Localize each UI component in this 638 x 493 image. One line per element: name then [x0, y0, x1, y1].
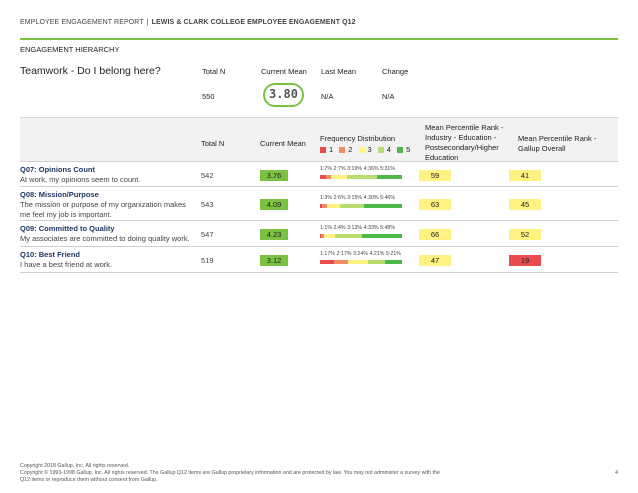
col-header-current-mean: Current Mean: [260, 139, 306, 148]
summary-current-mean-badge: 3.80: [263, 83, 304, 107]
summary-total-n: 550: [202, 92, 215, 101]
copyright-footer: Copyright 2018 Gallup, Inc. All rights r…: [20, 463, 440, 483]
summary-panel: Teamwork - Do I belong here? Total N Cur…: [20, 59, 618, 115]
item-description: I have a best friend at work.: [20, 260, 113, 269]
frequency-legend: 1 2 3 4 5: [320, 145, 410, 154]
frequency-labels: 1:3% 2:6% 3:15% 4:30% 5:46%: [320, 195, 396, 201]
summary-last-mean: N/A: [321, 92, 334, 101]
frequency-bar: [320, 175, 402, 179]
legend-swatch-1: [320, 146, 326, 153]
frequency-segment-2: [333, 260, 348, 264]
legend-swatch-2: [339, 146, 346, 153]
col-header-percentile-overall: Mean Percentile Rank - Gallup Overall: [518, 134, 597, 153]
frequency-bar: [320, 260, 402, 264]
frequency-segment-4: [334, 234, 363, 238]
frequency-segment-3: [347, 260, 368, 264]
items-table: Total N Current Mean Frequency Distribut…: [20, 117, 618, 273]
legend-swatch-4: [377, 146, 384, 153]
item-current-mean: 4.23: [260, 229, 288, 240]
frequency-distribution: 1:7% 2:7% 3:19% 4:36% 5:31%: [320, 166, 402, 179]
frequency-labels: 1:1% 2:4% 3:13% 4:33% 5:48%: [320, 225, 396, 231]
item-current-mean: 4.09: [260, 199, 288, 210]
frequency-distribution: 1:3% 2:6% 3:15% 4:30% 5:46%: [320, 195, 402, 208]
table-body: Q07: Opinions Count At work, my opinions …: [20, 161, 618, 273]
item-percentile-industry: 47: [419, 255, 451, 266]
frequency-distribution: 1:17% 2:17% 3:24% 4:21% 5:21%: [320, 251, 402, 264]
item-title: Q08: Mission/Purpose: [20, 190, 99, 199]
legend-label-3: 3: [367, 145, 372, 154]
report-title: LEWIS & CLARK COLLEGE EMPLOYEE ENGAGEMEN…: [151, 19, 356, 26]
item-current-mean: 3.76: [260, 170, 288, 181]
report-name: EMPLOYEE ENGAGEMENT REPORT: [20, 19, 144, 26]
legend-label-1: 1: [329, 145, 334, 154]
frequency-segment-5: [364, 204, 402, 208]
frequency-segment-4: [339, 204, 365, 208]
frequency-segment-4: [367, 260, 385, 264]
item-total-n: 543: [201, 200, 214, 209]
summary-label-total-n: Total N: [202, 67, 226, 76]
table-header: Total N Current Mean Frequency Distribut…: [20, 117, 618, 162]
item-description: The mission or purpose of my organizatio…: [20, 200, 186, 219]
legend-label-4: 4: [386, 145, 391, 154]
copyright-line-2: Copyright © 1993-1998 Gallup, Inc. All r…: [20, 469, 440, 483]
item-percentile-overall: 52: [509, 229, 541, 240]
item-current-mean: 3.12: [260, 255, 288, 266]
frequency-labels: 1:17% 2:17% 3:24% 4:21% 5:21%: [320, 251, 401, 257]
item-total-n: 542: [201, 171, 214, 180]
item-title: Q09: Committed to Quality: [20, 224, 115, 233]
item-percentile-industry: 59: [419, 170, 451, 181]
report-header: EMPLOYEE ENGAGEMENT REPORT | LEWIS & CLARK…: [20, 19, 356, 26]
frequency-distribution: 1:1% 2:4% 3:13% 4:33% 5:48%: [320, 225, 402, 238]
item-description: My associates are committed to doing qua…: [20, 234, 190, 243]
page-number: 4: [615, 470, 618, 476]
col-header-total-n: Total N: [201, 139, 225, 148]
col-header-percentile-industry: Mean Percentile Rank - Industry - Educat…: [425, 123, 504, 162]
summary-change: N/A: [382, 92, 395, 101]
frequency-segment-2: [322, 204, 328, 208]
frequency-segment-5: [376, 175, 402, 179]
frequency-segment-3: [327, 204, 340, 208]
item-percentile-overall: 19: [509, 255, 541, 266]
item-percentile-industry: 66: [419, 229, 451, 240]
item-title: Q07: Opinions Count: [20, 165, 95, 174]
legend-swatch-5: [397, 146, 404, 153]
frequency-segment-4: [347, 175, 377, 179]
item-percentile-overall: 41: [509, 170, 541, 181]
frequency-labels: 1:7% 2:7% 3:19% 4:36% 5:31%: [320, 166, 396, 172]
frequency-segment-1: [320, 260, 334, 264]
frequency-segment-3: [331, 175, 348, 179]
frequency-bar: [320, 204, 402, 208]
section-title: ENGAGEMENT HIERARCHY: [20, 45, 120, 54]
legend-label-2: 2: [348, 145, 353, 154]
item-percentile-industry: 63: [419, 199, 451, 210]
dimension-title: Teamwork - Do I belong here?: [20, 65, 161, 77]
table-row: Q08: Mission/Purpose The mission or purpo…: [20, 187, 618, 221]
summary-label-current-mean: Current Mean: [261, 67, 307, 76]
frequency-segment-5: [362, 234, 402, 238]
item-percentile-overall: 45: [509, 199, 541, 210]
frequency-segment-1: [320, 234, 321, 238]
item-title: Q10: Best Friend: [20, 250, 81, 259]
table-row: Q10: Best Friend I have a best friend at …: [20, 247, 618, 273]
item-total-n: 547: [201, 230, 214, 239]
copyright-line-1: Copyright 2018 Gallup, Inc. All rights r…: [20, 463, 130, 469]
item-total-n: 519: [201, 256, 214, 265]
legend-swatch-3: [358, 146, 365, 153]
item-description: At work, my opinions seem to count.: [20, 175, 141, 184]
table-row: Q09: Committed to Quality My associates a…: [20, 221, 618, 247]
frequency-segment-2: [320, 234, 325, 238]
table-row: Q07: Opinions Count At work, my opinions …: [20, 161, 618, 187]
frequency-segment-5: [384, 260, 402, 264]
header-separator: |: [146, 19, 149, 26]
frequency-segment-3: [324, 234, 335, 238]
frequency-bar: [320, 234, 402, 238]
frequency-segment-1: [320, 204, 323, 208]
col-header-frequency: Frequency Distribution: [320, 134, 396, 143]
summary-label-change: Change: [382, 67, 409, 76]
frequency-segment-1: [320, 175, 326, 179]
legend-label-5: 5: [406, 145, 411, 154]
summary-label-last-mean: Last Mean: [321, 67, 357, 76]
frequency-segment-2: [325, 175, 332, 179]
header-divider: [20, 38, 618, 40]
